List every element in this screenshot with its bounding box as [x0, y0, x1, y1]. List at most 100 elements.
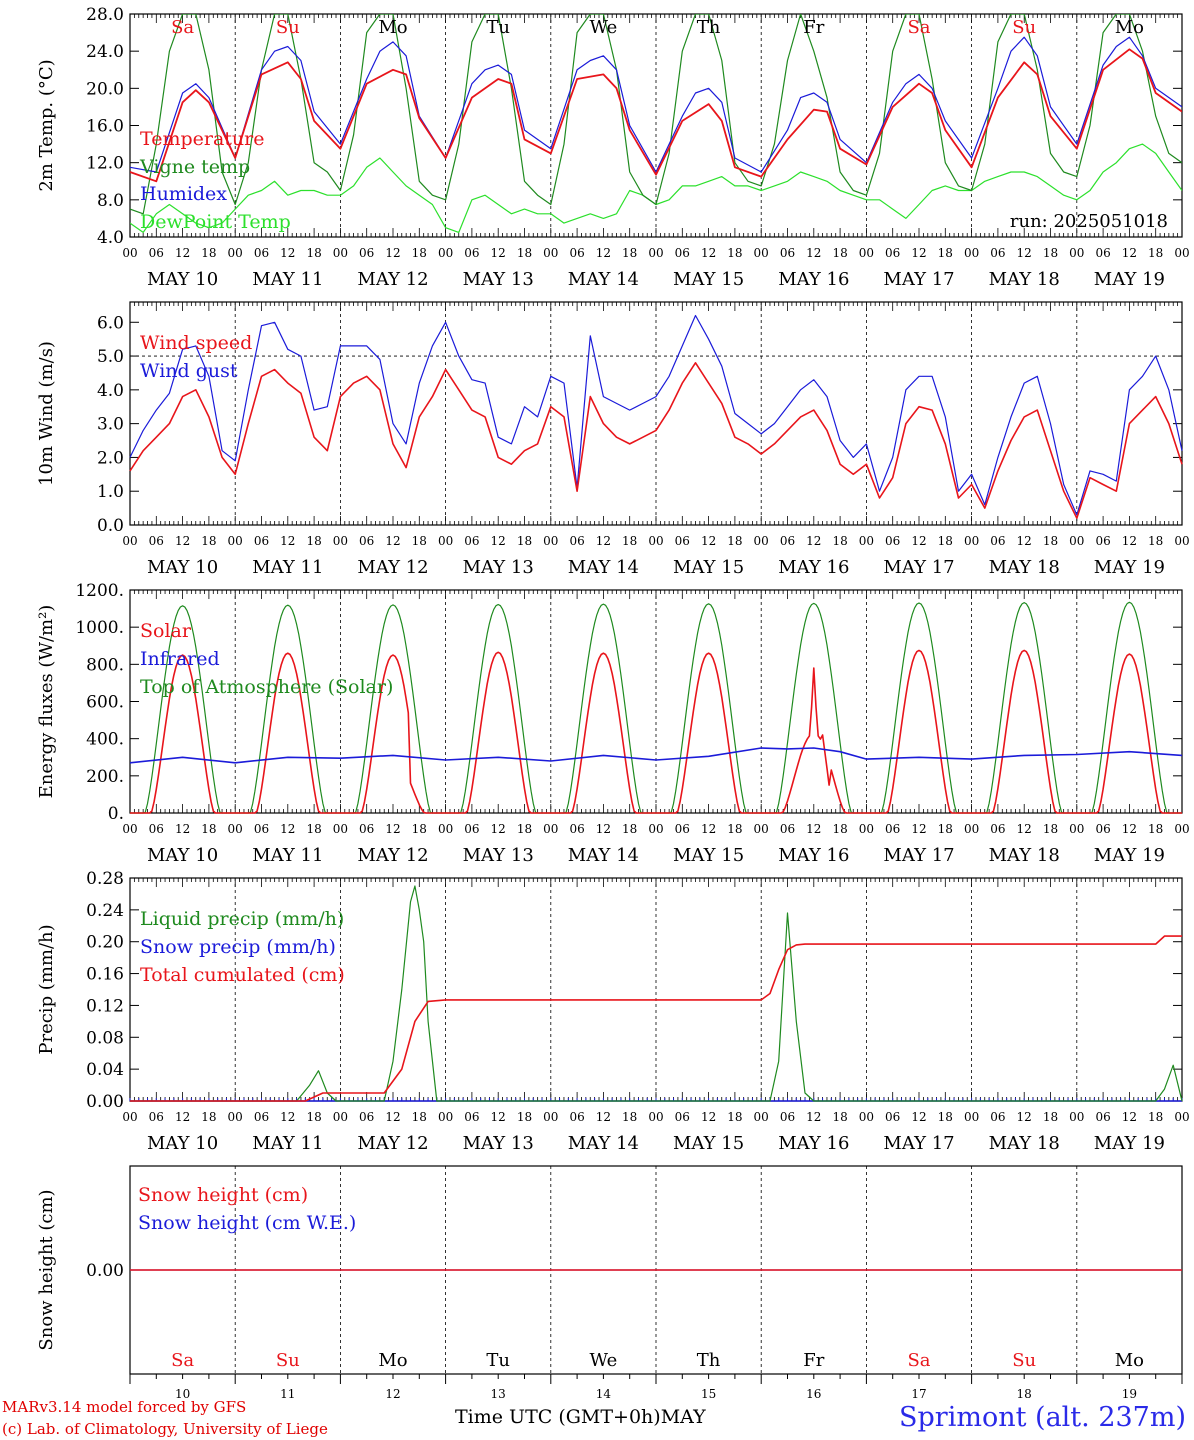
- legend-entry: Vigne temp: [139, 156, 250, 178]
- hour-tick-label: 18: [938, 822, 953, 836]
- hour-tick-label: 06: [1095, 822, 1110, 836]
- y-axis-label: Energy fluxes (W/m²): [36, 605, 57, 799]
- hour-tick-label: 06: [254, 822, 269, 836]
- hour-tick-label: 18: [727, 246, 742, 260]
- hour-tick-label: 06: [149, 822, 164, 836]
- hour-tick-label: 06: [359, 246, 374, 260]
- legend-entry: Liquid precip (mm/h): [140, 908, 344, 930]
- hour-tick-label: 12: [280, 534, 295, 548]
- weekday-label: Sa: [907, 17, 930, 38]
- y-axis-label: Precip (mm/h): [36, 924, 57, 1054]
- y-tick-label: 24.0: [86, 42, 124, 62]
- date-label: MAY 14: [568, 1133, 639, 1154]
- legend-entry: Snow height (cm): [138, 1184, 308, 1206]
- legend-entry: Wind gust: [140, 360, 238, 382]
- liquid-precip-line: [130, 885, 1183, 1102]
- hour-tick-label: 12: [491, 246, 506, 260]
- panel-frame: 00 06 12 18 MAY 10 00 06 12 18 MAY 11 00 06 12 18 MAY …: [122, 589, 1190, 866]
- hour-tick-label: 06: [569, 822, 584, 836]
- date-label: MAY 17: [883, 845, 954, 866]
- solar-line: [130, 649, 1182, 814]
- y-tick-label: 2.0: [97, 448, 124, 468]
- legend-entry: Snow precip (mm/h): [140, 936, 336, 958]
- hour-tick-label: 00: [754, 1110, 769, 1124]
- y-tick-label: 8.0: [97, 191, 124, 211]
- hour-tick-label: 00: [333, 822, 348, 836]
- y-tick-label: 0.16: [86, 965, 124, 985]
- date-label: MAY 16: [778, 1133, 849, 1154]
- legend-entry: Total cumulated (cm): [140, 964, 345, 986]
- hour-tick-label: 12: [911, 822, 926, 836]
- series-line-red: [130, 48, 1182, 183]
- hour-tick-label: 12: [1017, 246, 1032, 260]
- infrared-line: [129, 747, 1183, 764]
- hour-tick-label: 00: [859, 246, 874, 260]
- hour-tick-label: 18: [306, 246, 321, 260]
- hour-tick-label: 12: [911, 246, 926, 260]
- date-label: MAY 13: [463, 845, 534, 866]
- hour-tick-label: 18: [1043, 246, 1058, 260]
- hour-tick-label: 18: [306, 1110, 321, 1124]
- hour-tick-label: 00: [333, 246, 348, 260]
- y-tick-label: 400.: [86, 730, 124, 750]
- precip-panel: 0.00 0.04 0.08 0.12 0.16 0.20 0.24 0.28 Precip (…: [36, 869, 1183, 1112]
- hour-tick-label: 18: [938, 534, 953, 548]
- hour-tick-label: 00: [648, 822, 663, 836]
- hour-tick-label: 00: [438, 822, 453, 836]
- hour-tick-label: 18: [938, 246, 953, 260]
- hour-tick-label: 12: [911, 534, 926, 548]
- hour-tick-label: 06: [675, 246, 690, 260]
- hour-tick-label: 12: [1122, 246, 1137, 260]
- hour-tick-label: 12: [491, 534, 506, 548]
- y-tick-label: 0.00: [86, 1261, 124, 1281]
- series-line-green: [130, 14, 1182, 215]
- date-label: MAY 12: [357, 845, 428, 866]
- date-label: MAY 16: [778, 269, 849, 290]
- hour-tick-label: 12: [596, 534, 611, 548]
- y-tick-label: 20.0: [86, 79, 124, 99]
- hour-tick-label: 12: [701, 822, 716, 836]
- hour-tick-label: 00: [1069, 1110, 1084, 1124]
- date-label: MAY 11: [252, 269, 323, 290]
- run-label: run: 2025051018: [1010, 211, 1168, 232]
- date-label: MAY 18: [989, 1133, 1060, 1154]
- date-label: MAY 13: [463, 269, 534, 290]
- series-line-blue: [130, 36, 1182, 173]
- hour-tick-label: 00: [122, 822, 137, 836]
- y-tick-label: 28.0: [86, 5, 124, 25]
- legend-entry: Snow height (cm W.E.): [138, 1212, 356, 1234]
- hour-tick-label: 06: [569, 1110, 584, 1124]
- weekday-label: Mo: [378, 17, 407, 38]
- hour-tick-label: 12: [385, 822, 400, 836]
- date-label: MAY 12: [357, 1133, 428, 1154]
- hour-tick-label: 06: [464, 246, 479, 260]
- hour-tick-label: 18: [832, 822, 847, 836]
- hour-tick-label: 18: [412, 1110, 427, 1124]
- hour-tick-label: 00: [964, 534, 979, 548]
- day-number-label: 14: [596, 1387, 612, 1401]
- hour-tick-label: 00: [1174, 822, 1189, 836]
- panel-frame: 00 06 12 18 MAY 10 00 06 12 18 MAY 11 00 06 12 18 MAY …: [122, 877, 1190, 1154]
- y-tick-label: 0.24: [86, 901, 124, 921]
- hour-tick-label: 00: [1069, 534, 1084, 548]
- hour-tick-label: 12: [701, 246, 716, 260]
- day-number-label: 17: [911, 1387, 926, 1401]
- date-label: MAY 10: [147, 845, 218, 866]
- hour-tick-label: 18: [517, 822, 532, 836]
- y-tick-label: 5.0: [97, 347, 124, 367]
- hour-tick-label: 00: [543, 246, 558, 260]
- month-label: MAY: [660, 1406, 706, 1428]
- hour-tick-label: 18: [412, 822, 427, 836]
- date-label: MAY 12: [357, 269, 428, 290]
- day-number-label: 12: [385, 1387, 400, 1401]
- weekday-label: Su: [1012, 17, 1036, 38]
- y-tick-label: 0.00: [86, 1092, 124, 1112]
- hour-tick-label: 00: [1069, 246, 1084, 260]
- hour-tick-label: 12: [701, 534, 716, 548]
- hour-tick-label: 18: [622, 246, 637, 260]
- hour-tick-label: 18: [201, 822, 216, 836]
- date-label: MAY 18: [989, 845, 1060, 866]
- hour-tick-label: 00: [122, 534, 137, 548]
- hour-tick-label: 06: [885, 246, 900, 260]
- hour-tick-label: 00: [964, 1110, 979, 1124]
